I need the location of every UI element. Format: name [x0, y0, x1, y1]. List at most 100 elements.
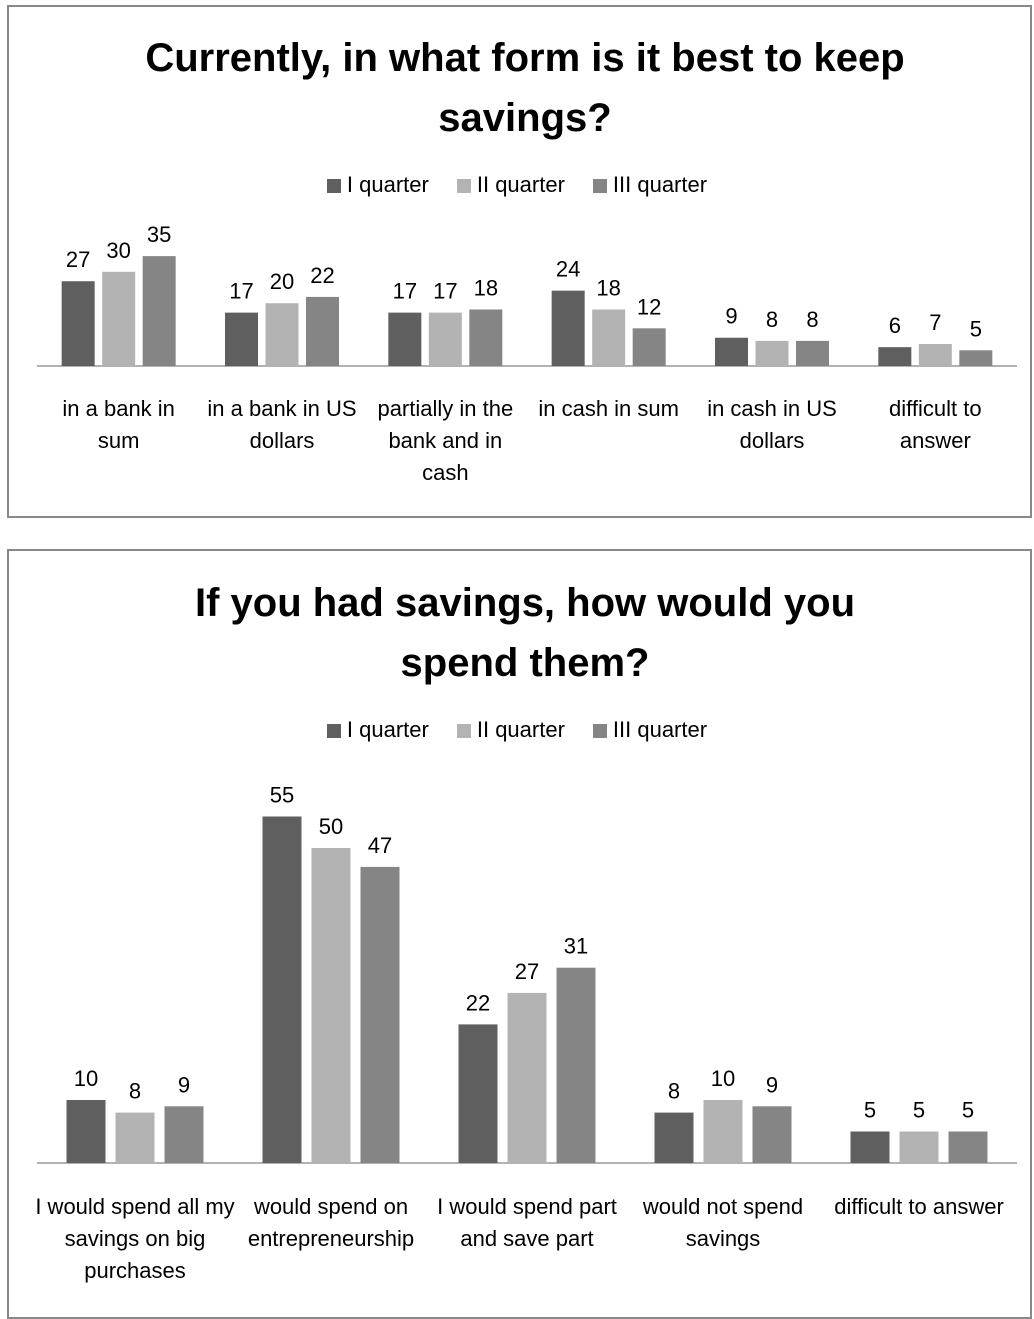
chart-frame — [7, 5, 1032, 518]
chart-title: If you had savings, how would you spend … — [194, 581, 856, 685]
legend-swatch — [326, 179, 341, 194]
data-label: 9 — [178, 1072, 190, 1097]
x-tick-label: difficult to answer — [834, 1194, 1004, 1219]
data-label: 55 — [270, 783, 294, 808]
bar — [458, 1024, 498, 1163]
bar — [469, 309, 503, 366]
data-label: 10 — [711, 1066, 735, 1091]
bar — [878, 347, 912, 366]
bar — [959, 350, 993, 366]
bar — [556, 967, 596, 1163]
data-label: 50 — [319, 814, 343, 839]
x-tick-label: in a bank in sum — [62, 396, 175, 453]
data-label: 17 — [393, 279, 417, 304]
data-label: 12 — [637, 294, 661, 319]
data-label: 5 — [913, 1098, 925, 1123]
data-label: 5 — [970, 316, 982, 341]
legend-swatch — [456, 179, 471, 194]
legend-item: I quarter — [326, 717, 429, 743]
bar — [306, 296, 339, 366]
legend-label: II quarter — [476, 717, 565, 742]
legend-swatch — [326, 724, 341, 739]
legend: I quarter II quarter III quarter — [0, 717, 1034, 743]
bar — [66, 1100, 106, 1163]
data-label: 47 — [368, 833, 392, 858]
data-label: 35 — [147, 222, 171, 247]
data-label: 18 — [596, 275, 620, 300]
data-label: 8 — [129, 1079, 141, 1104]
data-label: 9 — [766, 1072, 778, 1097]
legend-item: III quarter — [592, 172, 708, 198]
legend-item: II quarter — [456, 717, 565, 743]
legend-swatch — [456, 724, 471, 739]
bar — [265, 303, 299, 366]
legend-item: I quarter — [326, 172, 429, 198]
data-label: 10 — [74, 1066, 98, 1091]
bar — [262, 816, 302, 1163]
bar — [311, 848, 351, 1163]
legend-swatch — [592, 724, 607, 739]
data-label: 6 — [889, 313, 901, 338]
bar — [551, 290, 585, 366]
data-label: 7 — [929, 310, 941, 335]
legend-item: III quarter — [592, 717, 708, 743]
bar — [654, 1112, 694, 1163]
bar — [715, 337, 748, 366]
bar — [507, 992, 547, 1163]
data-label: 8 — [766, 307, 778, 332]
data-label: 17 — [229, 279, 253, 304]
data-label: 30 — [106, 238, 130, 263]
legend-label: III quarter — [612, 717, 708, 742]
data-label: 31 — [564, 934, 588, 959]
legend-label: I quarter — [346, 717, 429, 742]
x-tick-label: difficult to answer — [889, 396, 982, 453]
bar — [164, 1106, 204, 1163]
data-label: 27 — [515, 959, 539, 984]
bar — [61, 281, 95, 366]
bar — [796, 340, 829, 366]
legend-swatch — [592, 179, 607, 194]
bar — [142, 256, 176, 366]
data-label: 9 — [725, 304, 737, 329]
bar — [703, 1100, 743, 1163]
data-label: 17 — [433, 279, 457, 304]
data-label: 24 — [556, 257, 580, 282]
bar — [102, 271, 136, 366]
bar — [755, 340, 789, 366]
bar — [428, 312, 462, 366]
bar — [752, 1106, 792, 1163]
bar — [948, 1131, 988, 1163]
bar — [899, 1131, 939, 1163]
data-label: 22 — [310, 263, 334, 288]
x-tick-label: in a bank in US dollars — [207, 396, 357, 453]
legend-label: I quarter — [346, 172, 429, 197]
data-label: 5 — [962, 1098, 974, 1123]
x-tick-label: in cash in US dollars — [707, 396, 837, 453]
x-tick-label: I would spend part and save part — [437, 1194, 617, 1251]
data-label: 8 — [668, 1079, 680, 1104]
legend-label: II quarter — [476, 172, 565, 197]
bar — [388, 312, 422, 366]
x-tick-label: partially in the bank and in cash — [377, 396, 514, 485]
data-label: 18 — [474, 275, 498, 300]
legend-item: II quarter — [456, 172, 565, 198]
data-label: 5 — [864, 1098, 876, 1123]
legend: I quarter II quarter III quarter — [0, 172, 1034, 198]
data-label: 27 — [66, 247, 90, 272]
data-label: 22 — [466, 990, 490, 1015]
data-label: 8 — [806, 307, 818, 332]
bar — [360, 866, 400, 1163]
bar — [850, 1131, 890, 1163]
data-label: 20 — [270, 269, 294, 294]
bar — [115, 1112, 155, 1163]
x-tick-label: in cash in sum — [538, 396, 679, 421]
chart-title: Currently, in what form is it best to ke… — [145, 36, 905, 140]
bar — [592, 309, 626, 366]
bar — [918, 344, 952, 366]
bar — [225, 312, 258, 366]
bar — [632, 328, 666, 366]
x-tick-label: would not spend savings — [642, 1194, 804, 1251]
legend-label: III quarter — [612, 172, 708, 197]
x-tick-label: I would spend all my savings on big purc… — [35, 1194, 235, 1283]
